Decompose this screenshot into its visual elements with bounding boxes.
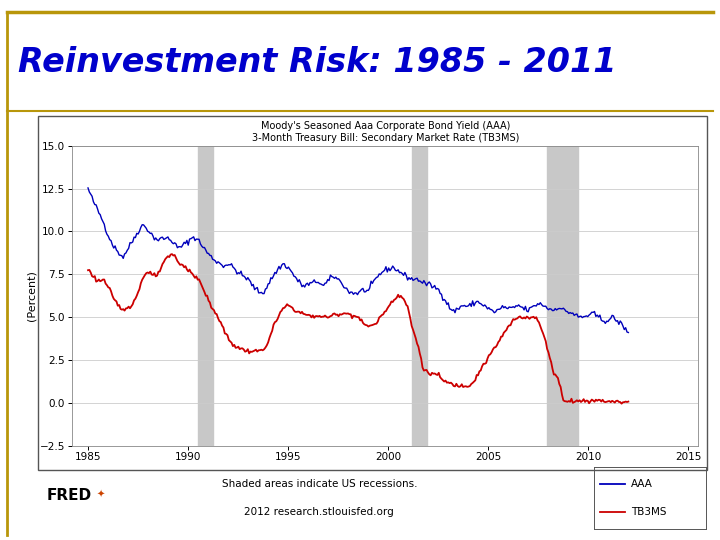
Text: Moody's Seasoned Aaa Corporate Bond Yield (AAA)
3-Month Treasury Bill: Secondary: Moody's Seasoned Aaa Corporate Bond Yiel… [251, 121, 519, 143]
Text: AAA: AAA [631, 480, 653, 489]
Bar [198, 146, 213, 446]
Bar [546, 146, 578, 446]
Text: TB3MS: TB3MS [631, 507, 666, 517]
Text: FRED: FRED [46, 488, 91, 503]
Text: Reinvestment Risk: 1985 - 2011: Reinvestment Risk: 1985 - 2011 [18, 45, 616, 79]
Bar [412, 146, 427, 446]
Y-axis label: (Percent): (Percent) [27, 270, 37, 321]
Text: ✦: ✦ [96, 490, 104, 500]
Text: 2012 research.stlouisfed.org: 2012 research.stlouisfed.org [245, 507, 394, 517]
Text: Shaded areas indicate US recessions.: Shaded areas indicate US recessions. [222, 480, 417, 489]
